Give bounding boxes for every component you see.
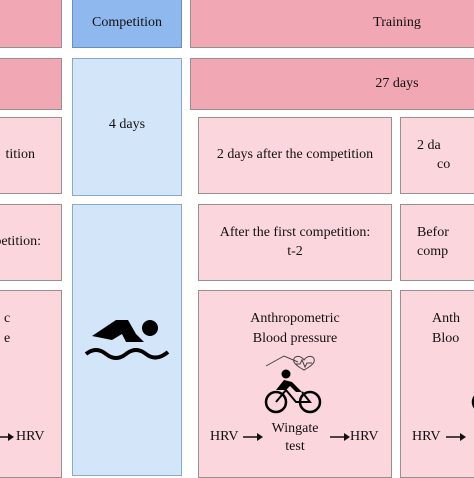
right-hrv-label: HRV [412,429,441,444]
middle-hrv-right-label: HRV [350,429,379,444]
right-tests-line2: Bloo [432,331,460,346]
middle-timing-label: 2 days after the competition [216,147,374,163]
arrow-right-icon [330,433,350,441]
left-hrv-label: HRV [16,429,45,444]
left-relative-label: petition: [0,234,41,250]
right-relative-line1: Befor [417,224,449,240]
arrow-right-icon [243,433,263,441]
left-tests-line1: c [4,311,11,326]
middle-tests-line1: Anthropometric [250,311,340,326]
left-header-box [0,0,62,48]
left-timing-label: tition [5,147,35,163]
left-relative-box: petition: [0,204,62,281]
middle-timing-box: 2 days after the competition [198,117,392,194]
right-tests-line1: Anth [432,311,460,326]
middle-test-line2: test [285,439,305,454]
middle-relative-line2: t-2 [287,243,303,259]
right-relative-box: Befor comp [400,204,474,281]
left-tests-box [0,290,62,478]
swimmer-icon [84,320,170,360]
competition-header: Competition [72,0,182,48]
training-header-label: Training [373,14,421,30]
middle-tests-line2: Blood pressure [252,331,338,346]
middle-test-line1: Wingate [271,421,319,436]
middle-relative-line1: After the first competition: [219,224,371,240]
training-header: Training [190,0,474,48]
cyclist-wheel-partial-icon [471,395,474,409]
cyclist-heart-icon [264,355,322,414]
right-timing-line1: 2 da [417,137,441,153]
right-timing-line2: co [437,156,451,172]
training-duration-box: 27 days [190,58,474,110]
competition-header-label: Competition [92,14,162,30]
left-tests-line2: e [4,331,11,346]
right-relative-line2: comp [417,243,449,259]
right-timing-box: 2 da co [400,117,474,194]
middle-tests-box [198,290,392,478]
middle-hrv-left-label: HRV [210,429,239,444]
arrow-right-icon [0,433,14,441]
arrow-right-icon [446,433,466,441]
left-duration-box [0,58,62,110]
right-tests-box [400,290,474,478]
competition-days-label: 4 days [108,116,146,132]
training-days-label: 27 days [375,75,419,91]
middle-relative-box: After the first competition: t-2 [198,204,392,281]
competition-column: 4 days [72,58,182,196]
left-timing-box: tition [0,117,62,194]
